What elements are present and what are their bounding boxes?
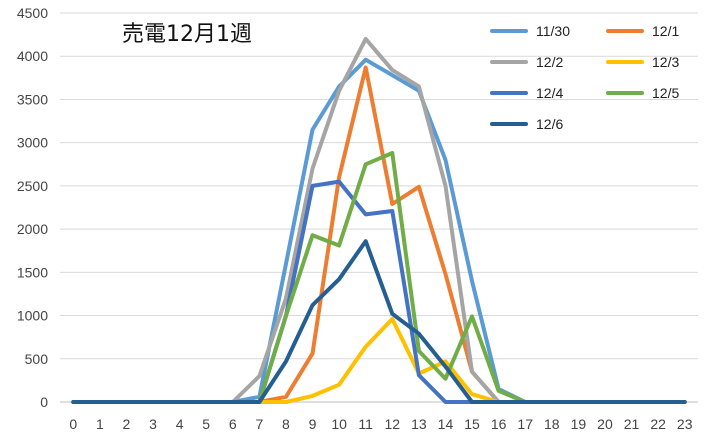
series-line-3 <box>71 36 687 404</box>
legend-item: 12/1 <box>606 23 679 39</box>
legend-label: 12/3 <box>652 54 679 70</box>
x-tick-label: 22 <box>650 416 666 432</box>
x-tick-label: 16 <box>491 416 507 432</box>
y-tick-label: 500 <box>25 351 49 367</box>
y-tick-label: 0 <box>40 394 48 410</box>
x-tick-label: 11 <box>358 416 373 432</box>
series-lines <box>71 36 687 404</box>
series-line-2 <box>71 65 687 404</box>
legend: 11/30 12/1 12/2 12/3 12/4 12/5 12/6 <box>490 23 679 132</box>
series-line-7 <box>71 239 687 404</box>
y-axis-ticks: 0 500 1000 1500 2000 2500 3000 3500 4000 4500 <box>17 5 48 410</box>
y-tick-label: 4500 <box>17 5 48 21</box>
legend-label: 11/30 <box>536 23 570 39</box>
x-tick-label: 12 <box>385 416 401 432</box>
x-tick-label: 15 <box>464 416 480 432</box>
y-tick-label: 3500 <box>17 91 48 107</box>
x-tick-label: 20 <box>597 416 613 432</box>
x-tick-label: 4 <box>176 416 184 432</box>
legend-item: 12/5 <box>606 85 679 101</box>
x-tick-label: 3 <box>149 416 157 432</box>
chart-title: 売電12月1週 <box>122 22 252 47</box>
series-line-5 <box>71 179 687 404</box>
y-tick-label: 1000 <box>17 308 48 324</box>
x-tick-label: 19 <box>571 416 587 432</box>
x-tick-label: 2 <box>123 416 131 432</box>
y-tick-label: 2000 <box>17 221 48 237</box>
x-tick-label: 21 <box>624 416 640 432</box>
series-line-4 <box>71 317 687 404</box>
legend-label: 12/1 <box>652 23 679 39</box>
legend-label: 12/2 <box>536 54 563 70</box>
legend-item: 12/2 <box>490 54 563 70</box>
x-tick-label: 0 <box>69 416 77 432</box>
legend-label: 12/6 <box>536 116 563 132</box>
x-tick-label: 9 <box>309 416 317 432</box>
legend-item: 12/6 <box>490 116 563 132</box>
legend-item: 12/4 <box>490 85 563 101</box>
x-tick-label: 6 <box>229 416 237 432</box>
x-tick-label: 8 <box>282 416 290 432</box>
y-tick-label: 3000 <box>17 135 48 151</box>
x-tick-label: 5 <box>202 416 210 432</box>
x-tick-label: 18 <box>544 416 560 432</box>
y-tick-label: 4000 <box>17 48 48 64</box>
x-tick-label: 10 <box>331 416 347 432</box>
gridlines <box>60 12 698 403</box>
legend-label: 12/5 <box>652 85 679 101</box>
legend-item: 12/3 <box>606 54 679 70</box>
y-tick-label: 1500 <box>17 264 48 280</box>
x-tick-label: 17 <box>517 416 533 432</box>
x-tick-label: 23 <box>677 416 693 432</box>
legend-item: 11/30 <box>490 23 570 39</box>
x-tick-label: 14 <box>438 416 454 432</box>
y-tick-label: 2500 <box>17 178 48 194</box>
x-tick-label: 7 <box>255 416 263 432</box>
legend-label: 12/4 <box>536 85 563 101</box>
x-tick-label: 1 <box>96 416 104 432</box>
x-tick-label: 13 <box>411 416 427 432</box>
series-line-1 <box>71 57 687 404</box>
x-axis-ticks: 0 1 2 3 4 5 6 7 8 9 10 11 12 13 14 15 16 17 18 19 20 21 22 23 <box>69 416 692 432</box>
